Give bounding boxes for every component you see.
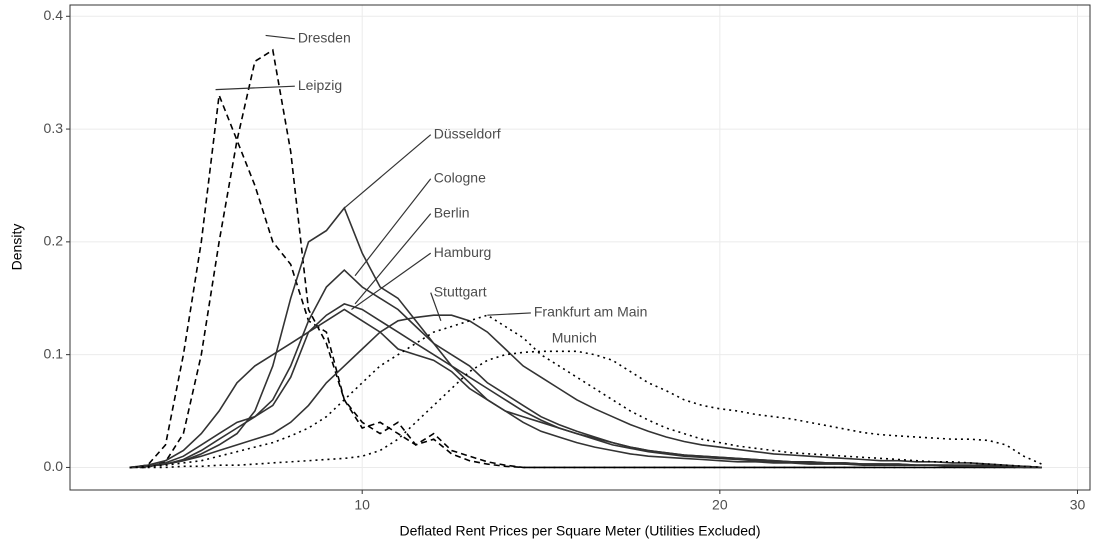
label-leader: [430, 292, 442, 322]
density-line: [129, 350, 1043, 469]
label-leader: [343, 134, 432, 209]
density-line: [129, 94, 1042, 469]
series-label: Düsseldorf: [434, 125, 501, 141]
label-leader: [265, 34, 295, 40]
label-leader: [215, 85, 295, 91]
y-axis-title: Density: [9, 224, 25, 271]
label-leader: [354, 178, 432, 277]
series-label: Munich: [552, 330, 597, 346]
y-tick-label: 0.3: [44, 120, 64, 136]
series-label: Leipzig: [298, 77, 342, 93]
density-line: [129, 308, 1042, 469]
series-label: Stuttgart: [434, 283, 487, 299]
panel-border: [69, 4, 1091, 491]
density-line: [129, 314, 1042, 469]
series-label: Frankfurt am Main: [534, 304, 648, 320]
y-tick-label: 0.1: [44, 345, 64, 361]
panel: [70, 5, 1090, 490]
series-label: Berlin: [434, 204, 470, 220]
series-label: Cologne: [434, 169, 486, 185]
y-tick-label: 0.2: [44, 233, 64, 249]
x-tick-label: 30: [1070, 497, 1086, 513]
y-tick-label: 0.0: [44, 458, 64, 474]
x-tick-label: 10: [354, 497, 370, 513]
label-leader: [354, 213, 432, 305]
x-tick-label: 20: [712, 497, 728, 513]
x-axis-title: Deflated Rent Prices per Square Meter (U…: [399, 523, 760, 539]
label-leader: [351, 252, 432, 311]
label-leader: [487, 312, 531, 316]
density-line: [129, 48, 1042, 469]
series-label: Hamburg: [434, 244, 492, 260]
series-label: Dresden: [298, 30, 351, 46]
y-tick-label: 0.4: [44, 7, 64, 23]
